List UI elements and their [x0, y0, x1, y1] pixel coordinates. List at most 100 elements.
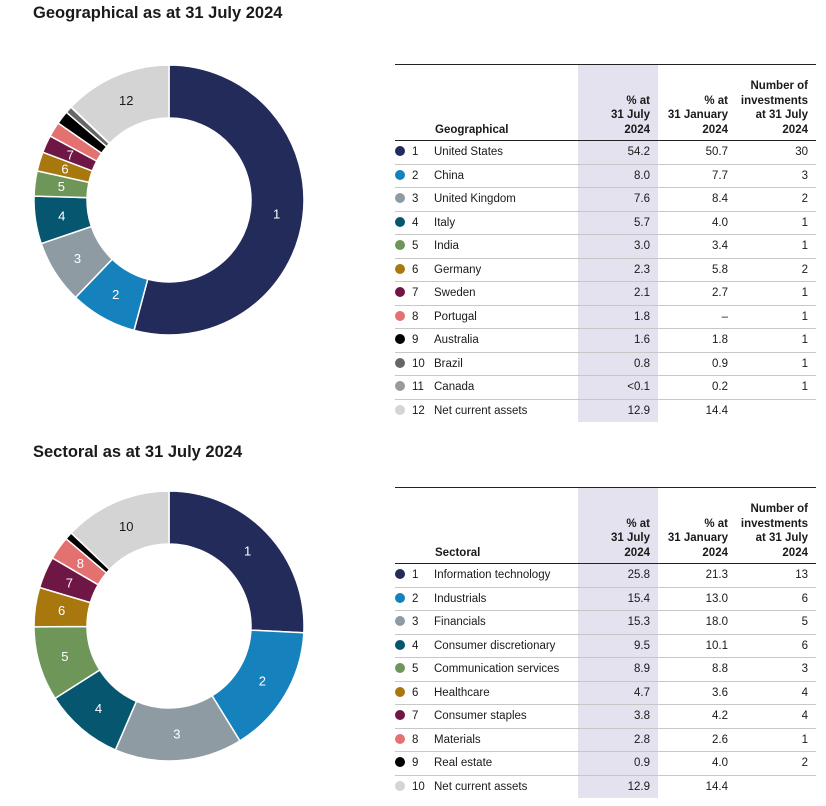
table-row: 10 Net current assets 12.9 14.4 [395, 775, 816, 798]
geographical-label-header: Geographical [395, 64, 578, 141]
table-row: 5 India 3.0 3.4 1 [395, 234, 816, 259]
donut-segment-label: 5 [58, 179, 65, 194]
row-label-cell: 6 Germany [395, 258, 578, 282]
donut-segment-label: 10 [119, 519, 133, 534]
row-label: Net current assets [434, 780, 528, 793]
pct-jan-cell: 14.4 [705, 780, 728, 793]
pct-jan-cell: 0.2 [658, 375, 736, 400]
legend-dot-icon [395, 733, 405, 744]
row-number: 1 [412, 569, 419, 582]
row-label: Consumer discretionary [434, 639, 556, 652]
legend-dot-icon [395, 193, 405, 204]
geographical-jul-header: % at 31 July 2024 [578, 64, 658, 141]
geographical-table-body: 1 United States 54.2 50.7 30 2 China 8.0 7.7 3 3 Un… [395, 140, 816, 422]
pct-jul-cell: 2.3 [578, 258, 658, 282]
pct-jan-cell: 5.8 [658, 258, 736, 282]
sectoral-label-header: Sectoral [395, 487, 578, 564]
pct-jul-cell: 9.5 [578, 634, 658, 658]
row-label-cell: 4 Consumer discretionary [395, 634, 578, 658]
pct-jul-cell: 2.1 [578, 281, 658, 306]
row-label: Portugal [434, 310, 477, 323]
count-cell: 1 [736, 375, 816, 400]
geographical-count-header: Number of investments at 31 July 2024 [736, 64, 816, 141]
row-label: Sweden [434, 287, 476, 300]
pct-jul-cell: 25.8 [578, 563, 658, 588]
legend-dot-icon [395, 663, 405, 674]
legend-dot-icon [395, 710, 405, 721]
donut-segment [133, 64, 305, 336]
row-label: Information technology [434, 569, 551, 582]
table-row: 3 Financials 15.3 18.0 5 [395, 610, 816, 635]
legend-dot-icon [395, 169, 405, 180]
row-label-cell: 6 Healthcare [395, 681, 578, 705]
row-label: Healthcare [434, 686, 490, 699]
row-label-cell: 11 Canada [395, 375, 578, 400]
row-label-cell: 5 India [395, 234, 578, 259]
row-label-cell: 9 Real estate [395, 751, 578, 776]
table-row: 2 China 8.0 7.7 3 [395, 164, 816, 188]
row-label: United Kingdom [434, 193, 516, 206]
pct-jan-cell: 21.3 [658, 563, 736, 588]
row-label: United States [434, 146, 504, 159]
pct-jan-cell: 3.6 [658, 681, 736, 705]
row-number: 9 [412, 757, 419, 770]
row-label-cell: 3 Financials [395, 610, 578, 635]
row-label-cell: 7 Sweden [395, 281, 578, 306]
count-cell: 1 [736, 352, 816, 376]
legend-dot-icon [395, 686, 405, 697]
pct-jan-cell: 8.4 [658, 187, 736, 212]
row-label: Consumer staples [434, 710, 527, 723]
pct-jul-cell: 12.9 [578, 775, 658, 798]
pct-jan-cell: 2.6 [658, 728, 736, 752]
pct-jul-cell: 7.6 [578, 187, 658, 212]
pct-jan-cell: 3.4 [658, 234, 736, 259]
donut-segment [70, 490, 170, 571]
pct-jan-cell: 4.2 [658, 704, 736, 729]
row-label-cell: 7 Consumer staples [395, 704, 578, 729]
count-cell: 30 [736, 140, 816, 165]
row-number: 6 [412, 263, 419, 276]
pct-jul-cell: 15.4 [578, 587, 658, 611]
table-row: 5 Communication services 8.9 8.8 3 [395, 657, 816, 682]
pct-jan-cell: 50.7 [658, 140, 736, 165]
row-label-cell: 1 United States [395, 140, 578, 165]
legend-dot-icon [395, 357, 405, 368]
count-cell: 4 [736, 681, 816, 705]
donut-segment-label: 8 [77, 556, 84, 571]
pct-jan-cell: 10.1 [658, 634, 736, 658]
geographical-title: Geographical as at 31 July 2024 [33, 4, 283, 22]
sectoral-table-body: 1 Information technology 25.8 21.3 13 2 Indust… [395, 563, 816, 798]
pct-jan-cell: 2.7 [658, 281, 736, 306]
row-number: 2 [412, 592, 419, 605]
count-cell: 13 [736, 563, 816, 588]
row-number: 5 [412, 240, 419, 253]
count-cell: 1 [736, 211, 816, 235]
row-number: 3 [412, 193, 419, 206]
count-cell: 4 [736, 704, 816, 729]
row-label-cell: 12 Net current assets [395, 399, 578, 422]
count-cell: 2 [736, 187, 816, 212]
pct-jul-cell: 3.8 [578, 704, 658, 729]
pct-jan-cell: 14.4 [705, 404, 728, 417]
row-number: 8 [412, 310, 419, 323]
pct-jan-cell: 0.9 [658, 352, 736, 376]
table-row: 6 Germany 2.3 5.8 2 [395, 258, 816, 282]
donut-segment-label: 1 [273, 207, 280, 222]
donut-segment [70, 64, 170, 145]
row-number: 4 [412, 639, 419, 652]
table-row: 1 Information technology 25.8 21.3 13 [395, 563, 816, 588]
pct-jul-cell: 1.6 [578, 328, 658, 353]
legend-dot-icon [395, 240, 405, 251]
row-number: 3 [412, 616, 419, 629]
table-row: 12 Net current assets 12.9 14.4 [395, 399, 816, 422]
pct-jan-cell: 4.0 [658, 211, 736, 235]
row-label: China [434, 169, 465, 182]
row-number: 7 [412, 287, 419, 300]
donut-segment-label: 6 [61, 162, 68, 177]
row-number: 5 [412, 663, 419, 676]
row-label: Materials [434, 733, 481, 746]
row-label-cell: 8 Portugal [395, 305, 578, 329]
legend-dot-icon [395, 616, 405, 627]
pct-jul-cell: 54.2 [578, 140, 658, 165]
